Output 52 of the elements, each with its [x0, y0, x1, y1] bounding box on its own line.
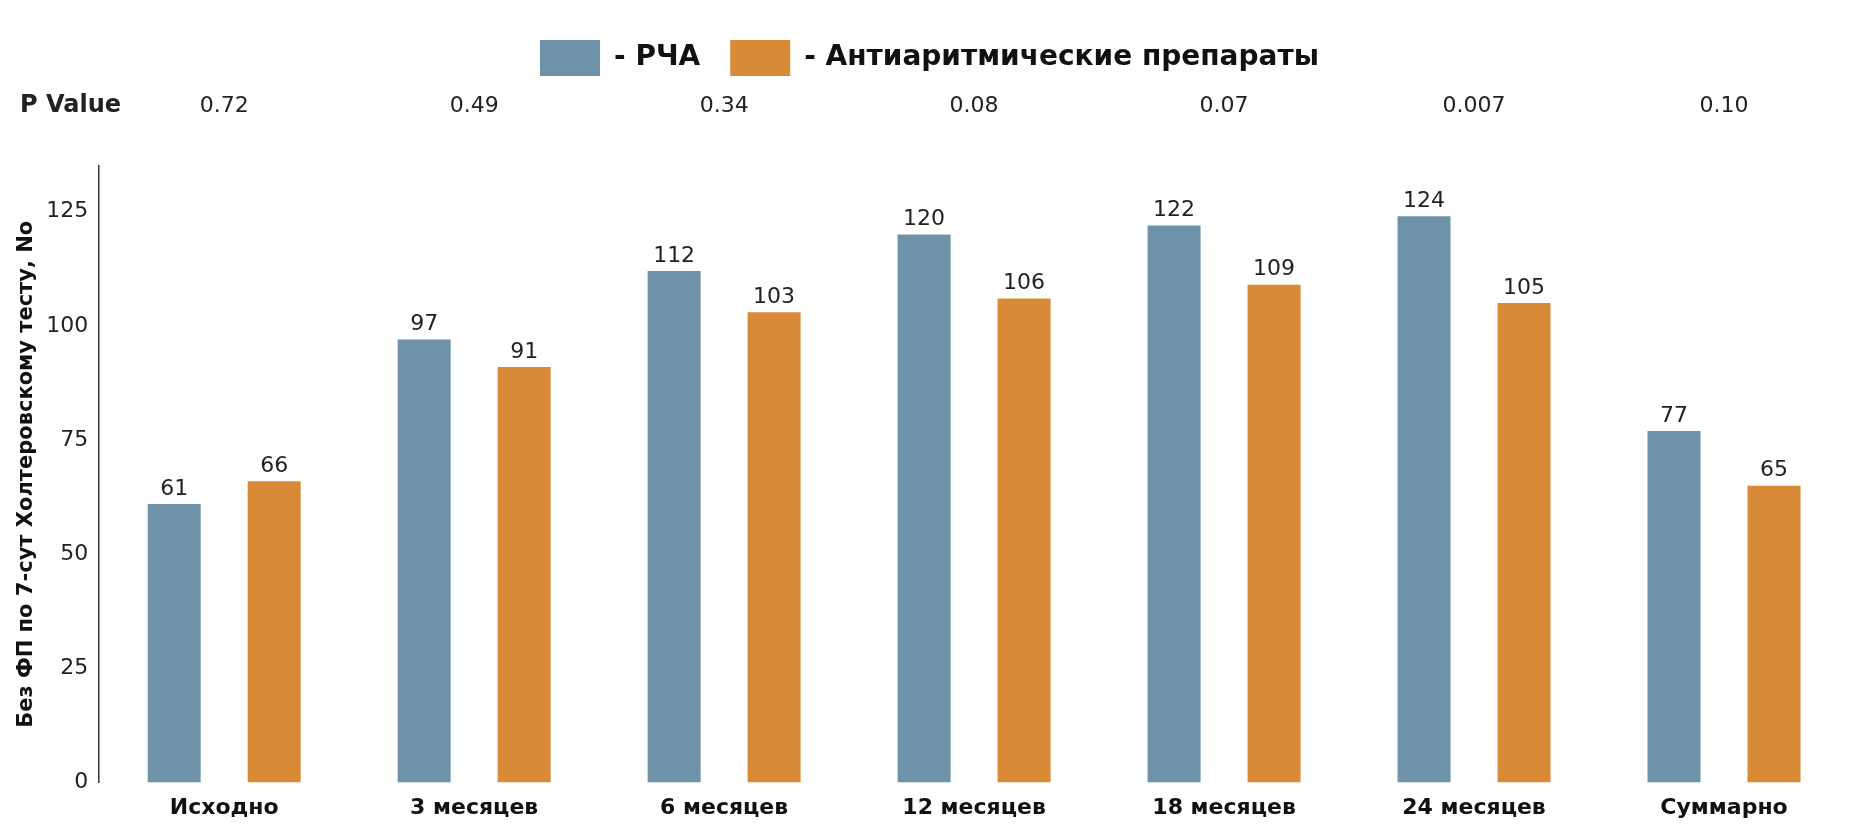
bar [1397, 216, 1451, 783]
bar [1497, 303, 1551, 783]
text: 0.007 [1442, 91, 1506, 117]
data-label: 77 [1660, 401, 1689, 427]
x-tick-label: 18 месяцев [1152, 793, 1296, 819]
bar [997, 298, 1051, 783]
text: 0.07 [1199, 91, 1249, 117]
text: 0.72 [199, 91, 249, 117]
bar [497, 366, 551, 783]
bar [1647, 430, 1701, 783]
x-tick-label: 12 месяцев [902, 793, 1046, 819]
bar [1147, 225, 1201, 783]
data-label: 122 [1153, 196, 1196, 222]
data-label: 120 [903, 205, 946, 231]
data-label: 65 [1760, 456, 1789, 482]
data-label: 109 [1253, 255, 1296, 281]
y-tick-label: 25 [60, 654, 89, 680]
text: 0.49 [449, 91, 499, 117]
data-label: 97 [410, 310, 439, 336]
data-label: 112 [653, 241, 696, 267]
bar [247, 481, 301, 783]
data-label: 61 [160, 474, 189, 500]
y-axis-title: Без ФП по 7-сут Холтеровскому тесту, No [13, 220, 38, 728]
bar [897, 234, 951, 783]
data-label: 91 [510, 337, 539, 363]
text: 0.08 [949, 91, 999, 117]
y-tick-label: 50 [60, 539, 89, 565]
y-tick-label: 0 [74, 768, 89, 794]
data-label: 105 [1503, 273, 1546, 299]
x-tick-label: Суммарно [1660, 793, 1788, 819]
legend-label: - РЧА [614, 39, 701, 73]
bar [647, 271, 701, 783]
text: 0.34 [699, 91, 749, 117]
bar [147, 503, 201, 783]
y-tick-label: 100 [46, 311, 89, 337]
x-tick-label: 3 месяцев [410, 793, 539, 819]
y-tick-label: 75 [60, 425, 89, 451]
y-tick-label: 125 [46, 197, 89, 223]
x-tick-label: 6 месяцев [660, 793, 789, 819]
data-label: 103 [753, 282, 796, 308]
data-label: 106 [1003, 269, 1046, 295]
bar [397, 339, 451, 783]
text: P Value [20, 90, 121, 119]
bar [1747, 485, 1801, 783]
text: 0.10 [1699, 91, 1749, 117]
bar [1247, 284, 1301, 783]
x-tick-label: Исходно [169, 793, 279, 819]
legend-label: - Антиаритмические препараты [804, 39, 1320, 73]
data-label: 124 [1403, 186, 1446, 212]
data-label: 66 [260, 451, 289, 477]
bar [747, 312, 801, 783]
x-tick-label: 24 месяцев [1402, 793, 1546, 819]
